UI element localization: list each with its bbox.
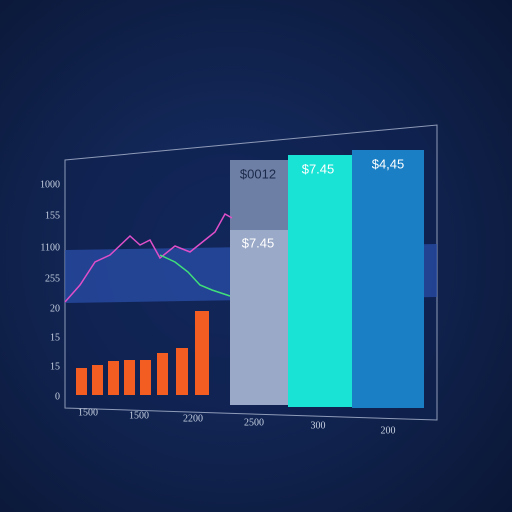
panel-label: $0012 xyxy=(240,166,276,181)
x-axis-label: 300 xyxy=(311,420,326,431)
bar xyxy=(176,348,188,395)
pink-line xyxy=(64,212,233,303)
y-axis-label: 255 xyxy=(45,273,60,284)
y-axis-label: 1000 xyxy=(40,179,60,190)
panel-label: $7.45 xyxy=(242,235,275,250)
cyan-column xyxy=(288,155,352,407)
bar xyxy=(108,361,119,395)
x-axis-label: 1500 xyxy=(129,410,149,421)
bar xyxy=(140,360,151,395)
y-axis-label: 155 xyxy=(45,210,60,221)
labels: 1000 155 1100 255 20 15 15 0 1500 1500 2200 2500 300… xyxy=(40,156,404,436)
x-axis-label: 1500 xyxy=(78,407,98,418)
orange-bars xyxy=(76,311,209,395)
y-axis-label: 1100 xyxy=(40,242,60,253)
bar xyxy=(124,360,135,395)
blue-column xyxy=(352,150,424,408)
y-axis-label: 15 xyxy=(50,361,60,372)
x-axis-label: 2500 xyxy=(244,417,264,428)
y-axis-label: 20 xyxy=(50,303,60,314)
panel-label: $4,45 xyxy=(372,156,405,171)
green-line xyxy=(159,254,231,297)
y-axis-label: 0 xyxy=(55,391,60,402)
y-axis-label: 15 xyxy=(50,332,60,343)
bar xyxy=(92,365,103,395)
panel-label: $7.45 xyxy=(302,161,335,176)
x-axis-label: 2200 xyxy=(183,413,203,424)
gray-column-top xyxy=(230,160,288,230)
x-axis-label: 200 xyxy=(381,425,396,436)
bar xyxy=(195,311,209,395)
bar xyxy=(157,353,168,395)
bar xyxy=(76,368,87,395)
